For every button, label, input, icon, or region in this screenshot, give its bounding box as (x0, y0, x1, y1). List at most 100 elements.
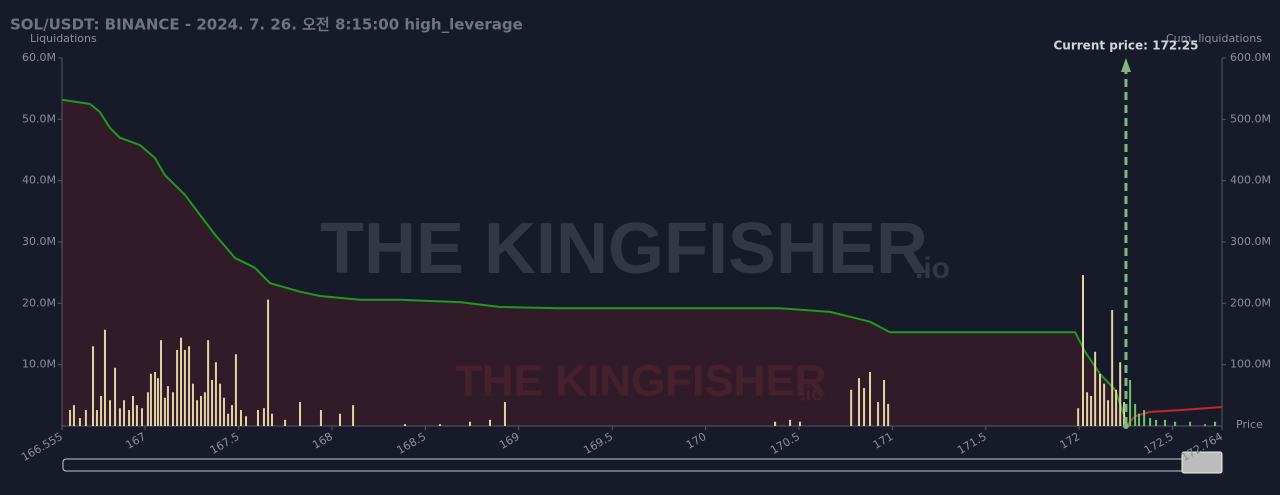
bar (1143, 410, 1146, 426)
bar (203, 392, 206, 426)
bar (128, 410, 131, 426)
line (61, 98, 1127, 427)
bar (118, 408, 121, 426)
bar (319, 410, 322, 426)
y2-tick-label: 100.0M (1230, 358, 1271, 371)
bar (109, 400, 112, 426)
bar (1111, 310, 1114, 426)
annotation: Current price: 172.25 (1054, 39, 1199, 53)
bar (140, 408, 143, 426)
bar (1115, 389, 1118, 426)
bar (219, 383, 222, 426)
bar (338, 413, 341, 426)
y-tick-label: 40.0M (22, 174, 56, 187)
bar (850, 389, 853, 426)
bar (469, 421, 472, 426)
watermark: THE KINGFISHER (320, 209, 928, 289)
bar (883, 380, 886, 426)
y2-tick-label: 500.0M (1230, 112, 1271, 125)
x-axis-label: Price (1236, 418, 1263, 431)
bar (245, 416, 248, 426)
bar (1119, 362, 1122, 426)
bar (1189, 421, 1192, 426)
bar (262, 408, 265, 426)
bar (299, 402, 302, 426)
bar (196, 400, 199, 426)
bar (176, 349, 179, 426)
current-price-arrow (1120, 58, 1131, 72)
bar (857, 378, 860, 426)
bar (267, 299, 270, 426)
bar (887, 403, 890, 426)
bar (69, 410, 72, 426)
bar (1164, 419, 1167, 426)
bar (183, 349, 186, 426)
bar (191, 383, 194, 426)
bar (207, 340, 210, 426)
bar (284, 419, 287, 426)
bar (1174, 421, 1177, 426)
bar (798, 421, 801, 426)
bar (1082, 275, 1085, 426)
bar (270, 413, 273, 426)
bar (78, 418, 81, 426)
bar (1149, 418, 1152, 426)
bar (1094, 351, 1097, 426)
bar (154, 372, 157, 426)
y-tick-label: 20.0M (22, 296, 56, 309)
bar (103, 329, 106, 426)
bar (188, 346, 191, 426)
bar (123, 400, 126, 426)
bar (234, 354, 237, 426)
y-tick-label: 30.0M (22, 235, 56, 248)
bar (1134, 403, 1137, 426)
bar (114, 367, 117, 426)
y-axis-label: Liquidations (30, 32, 97, 45)
y2-tick-label: 300.0M (1230, 235, 1271, 248)
bar (1103, 383, 1106, 426)
bar (160, 340, 163, 426)
bar (222, 397, 225, 426)
bar (1090, 395, 1093, 426)
y2-tick-label: 400.0M (1230, 174, 1271, 187)
bar (227, 413, 230, 426)
chart-title: SOL/USDT: BINANCE - 2024. 7. 26. 오전 8:15… (10, 16, 523, 34)
watermark-suffix: .io (915, 252, 950, 285)
bar (95, 410, 98, 426)
bar (1138, 413, 1141, 426)
bar (863, 387, 866, 426)
bar (877, 402, 880, 426)
bar (1155, 419, 1158, 426)
bar (131, 395, 134, 426)
bar (438, 424, 441, 426)
bar (789, 419, 792, 426)
bar (404, 424, 407, 426)
bar (135, 405, 138, 426)
bar (146, 392, 149, 426)
y-tick-label: 60.0M (22, 51, 56, 64)
bar (1077, 408, 1080, 426)
area (62, 99, 1126, 426)
bar (1214, 421, 1217, 426)
bar (1099, 373, 1102, 426)
bar (84, 410, 87, 426)
range-slider-handle[interactable] (1181, 451, 1223, 474)
bar (1123, 402, 1126, 426)
bar (1107, 400, 1110, 426)
y2-tick-label: 200.0M (1230, 296, 1271, 309)
y2-axis-label: Cum. liquidations (1166, 32, 1262, 45)
bar (163, 397, 166, 426)
bar (239, 410, 242, 426)
y2-tick-label: 600.0M (1230, 51, 1271, 64)
bar (171, 392, 174, 426)
y-tick-label: 10.0M (22, 358, 56, 371)
bar (157, 378, 160, 426)
bar (180, 337, 183, 426)
current-price-dot (1122, 423, 1129, 429)
bar (231, 405, 234, 426)
bar (774, 421, 777, 426)
bar (92, 346, 95, 426)
bar (489, 419, 492, 426)
